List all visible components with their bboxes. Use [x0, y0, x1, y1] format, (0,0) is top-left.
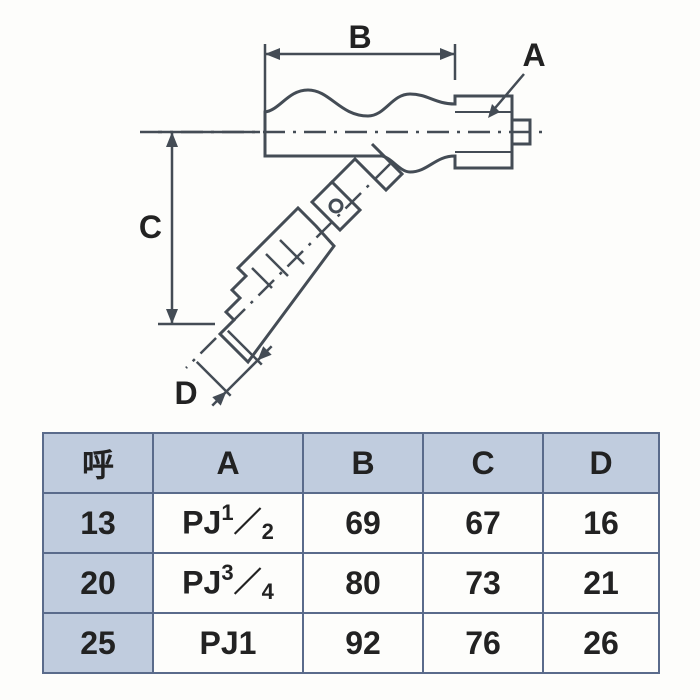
cell-b: 80: [303, 553, 423, 613]
col-name: 呼: [43, 433, 153, 493]
col-c: C: [423, 433, 543, 493]
cell-b: 92: [303, 613, 423, 673]
col-d: D: [543, 433, 659, 493]
cell-a: PJ3／4: [153, 553, 303, 613]
cell-c: 67: [423, 493, 543, 553]
row-name: 25: [43, 613, 153, 673]
table-row: 25 PJ1 92 76 26: [43, 613, 659, 673]
cell-c: 76: [423, 613, 543, 673]
dim-label-d: D: [174, 375, 197, 411]
cell-d: 26: [543, 613, 659, 673]
table-header-row: 呼 A B C D: [43, 433, 659, 493]
col-a: A: [153, 433, 303, 493]
table-row: 20 PJ3／4 80 73 21: [43, 553, 659, 613]
dim-label-b: B: [348, 24, 371, 55]
dim-label-a: A: [522, 37, 545, 73]
row-name: 13: [43, 493, 153, 553]
cell-a: PJ1: [153, 613, 303, 673]
table-row: 13 PJ1／2 69 67 16: [43, 493, 659, 553]
cell-b: 69: [303, 493, 423, 553]
cell-d: 16: [543, 493, 659, 553]
row-name: 20: [43, 553, 153, 613]
cell-a: PJ1／2: [153, 493, 303, 553]
cell-c: 73: [423, 553, 543, 613]
dim-label-c: C: [139, 209, 162, 245]
dimension-table: 呼 A B C D 13 PJ1／2 69 67 16 20 PJ3／4: [42, 432, 658, 674]
cell-d: 21: [543, 553, 659, 613]
technical-drawing: B A C D: [130, 24, 570, 424]
col-b: B: [303, 433, 423, 493]
